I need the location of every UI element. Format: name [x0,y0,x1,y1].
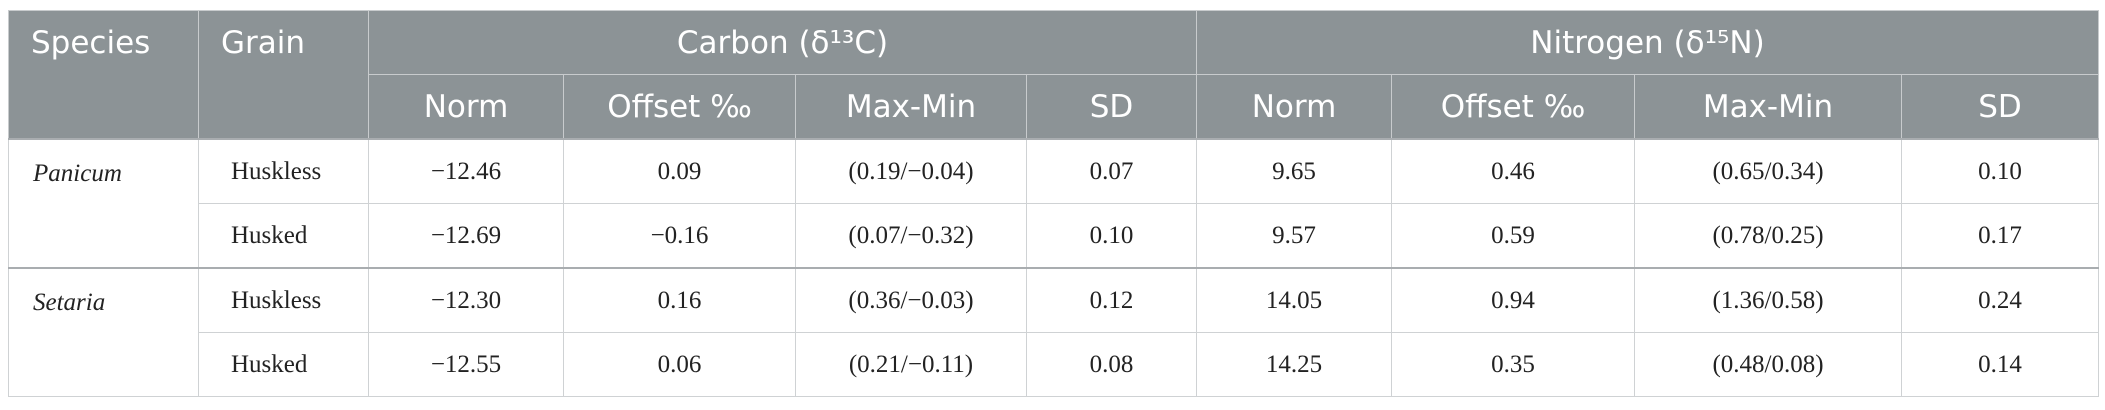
value-cell: 0.24 [1901,267,2099,333]
subheader-row: Norm Offset ‰ Max-Min SD Norm Offset ‰ Max-Min… [9,74,2099,140]
value-cell: (0.19/−0.04) [795,138,1027,204]
value-cell: 9.65 [1196,138,1392,204]
value-cell: 0.06 [563,332,796,397]
subheader: Max-Min [795,74,1027,140]
subheader: SD [1026,74,1197,140]
value-cell: 0.59 [1391,203,1635,269]
grain-cell: Husked [198,203,369,269]
value-cell: (0.78/0.25) [1634,203,1902,269]
subheader: Offset ‰ [1391,74,1635,140]
grain-cell: Huskless [198,138,369,204]
value-cell: −12.55 [368,332,564,397]
subheader: Offset ‰ [563,74,796,140]
grain-cell: Husked [198,332,369,397]
subheader: SD [1901,74,2099,140]
header-row: Species Grain Carbon (δ¹³C) Nitrogen (δ¹… [8,10,2099,140]
value-cell: 0.46 [1391,138,1635,204]
value-cell: −12.69 [368,203,564,269]
column-header: Species [8,10,199,140]
value-cell: −0.16 [563,203,796,269]
value-cell: 0.10 [1901,138,2099,204]
value-cell: 0.12 [1026,267,1197,333]
value-cell: (0.65/0.34) [1634,138,1902,204]
value-cell: (0.07/−0.32) [795,203,1027,269]
value-cell: (1.36/0.58) [1634,267,1902,333]
subheader: Norm [368,74,564,140]
subheader: Norm [1196,74,1392,140]
value-cell: 14.25 [1196,332,1392,397]
column-header: Grain [198,10,369,140]
value-cell: 0.17 [1901,203,2099,269]
value-cell: (0.36/−0.03) [795,267,1027,333]
table-row: Husked −12.69 −0.16 (0.07/−0.32) 0.10 9.57 0.5… [9,203,2099,269]
value-cell: 0.94 [1391,267,1635,333]
group-header: Carbon (δ¹³C) [368,10,1197,75]
subheader: Max-Min [1634,74,1902,140]
table-head: Species Grain Carbon (δ¹³C) Nitrogen (δ¹… [8,10,2099,140]
value-cell: −12.30 [368,267,564,333]
value-cell: 0.07 [1026,138,1197,204]
group-header: Nitrogen (δ¹⁵N) [1196,10,2099,75]
table-row: Husked −12.55 0.06 (0.21/−0.11) 0.08 14.25 0.3… [9,332,2099,397]
species-cell: Setaria [8,267,199,397]
value-cell: 0.16 [563,267,796,333]
value-cell: (0.48/0.08) [1634,332,1902,397]
value-cell: 0.08 [1026,332,1197,397]
table-body: Panicum Huskless −12.46 0.09 (0.19/−0.04) 0.0… [8,138,2099,397]
value-cell: (0.21/−0.11) [795,332,1027,397]
value-cell: 0.10 [1026,203,1197,269]
table-row: Panicum Huskless −12.46 0.09 (0.19/−0.04) 0.0… [8,138,2099,269]
data-table: Species Grain Carbon (δ¹³C) Nitrogen (δ¹… [8,10,2099,397]
value-cell: −12.46 [368,138,564,204]
grain-cell: Huskless [198,267,369,333]
value-cell: 14.05 [1196,267,1392,333]
table-row: Setaria Huskless −12.30 0.16 (0.36/−0.03) 0.1… [8,267,2099,397]
value-cell: 0.09 [563,138,796,204]
value-cell: 0.14 [1901,332,2099,397]
value-cell: 0.35 [1391,332,1635,397]
species-cell: Panicum [8,138,199,269]
value-cell: 9.57 [1196,203,1392,269]
